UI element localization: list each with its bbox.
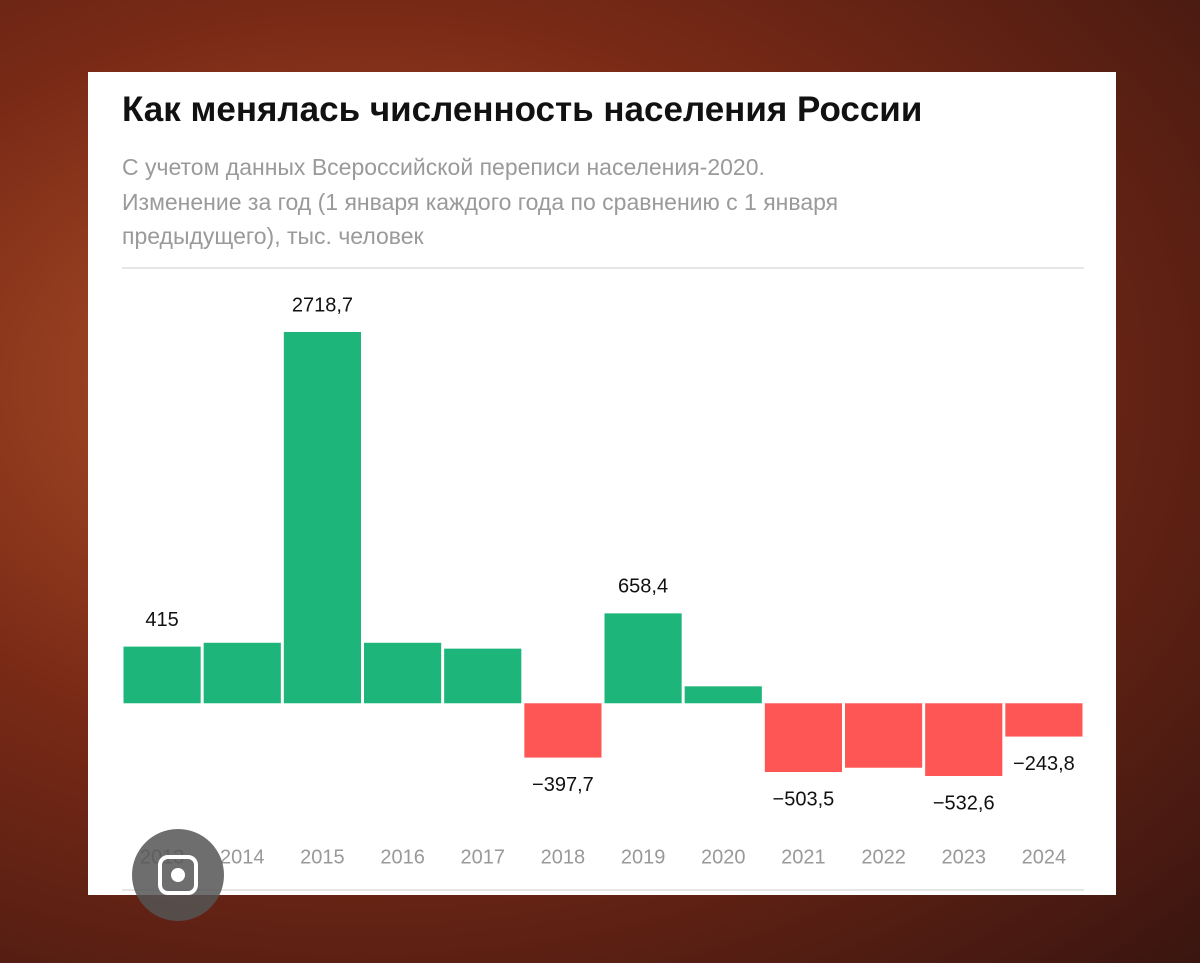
x-tick-label: 2018 (541, 846, 586, 868)
bar (845, 703, 923, 768)
bar (364, 642, 442, 704)
x-tick-label: 2022 (861, 846, 906, 868)
bar (283, 332, 361, 704)
value-label: −243,8 (1013, 753, 1075, 775)
x-tick-label: 2016 (380, 846, 425, 868)
x-tick-label: 2021 (781, 846, 826, 868)
bar (764, 703, 842, 773)
bar (444, 648, 522, 704)
x-tick-label: 2019 (621, 846, 666, 868)
bar (203, 642, 281, 704)
value-label: 2718,7 (292, 294, 353, 316)
chart-card: Как менялась численность населения Росси… (88, 72, 1116, 895)
value-label: −397,7 (532, 774, 594, 796)
value-label: 658,4 (618, 576, 668, 598)
x-tick-label: 2015 (300, 846, 345, 868)
bar (1005, 703, 1083, 737)
x-tick-label: 2013 (140, 846, 185, 868)
subtitle-line: Изменение за год (1 января каждого года … (122, 189, 839, 215)
value-label: −532,6 (933, 792, 995, 814)
x-tick-label: 2014 (220, 846, 265, 868)
x-tick-label: 2020 (701, 846, 746, 868)
chart-title: Как менялась численность населения Росси… (122, 90, 923, 129)
subtitle-line: предыдущего), тыс. человек (122, 223, 424, 249)
x-tick-label: 2017 (461, 846, 506, 868)
subtitle-line: С учетом данных Всероссийской переписи н… (122, 154, 765, 180)
value-label: 415 (145, 609, 178, 631)
x-tick-label: 2024 (1022, 846, 1067, 868)
value-label: −503,5 (773, 788, 835, 810)
bar (604, 613, 682, 704)
bar (684, 686, 762, 704)
bar (925, 703, 1003, 776)
bar (524, 703, 602, 758)
bar (123, 646, 201, 704)
x-tick-label: 2023 (942, 846, 987, 868)
chart: 415 2013 2014 2718,7 2015 2016 2017 −397,7 2018 6… (122, 267, 1084, 891)
